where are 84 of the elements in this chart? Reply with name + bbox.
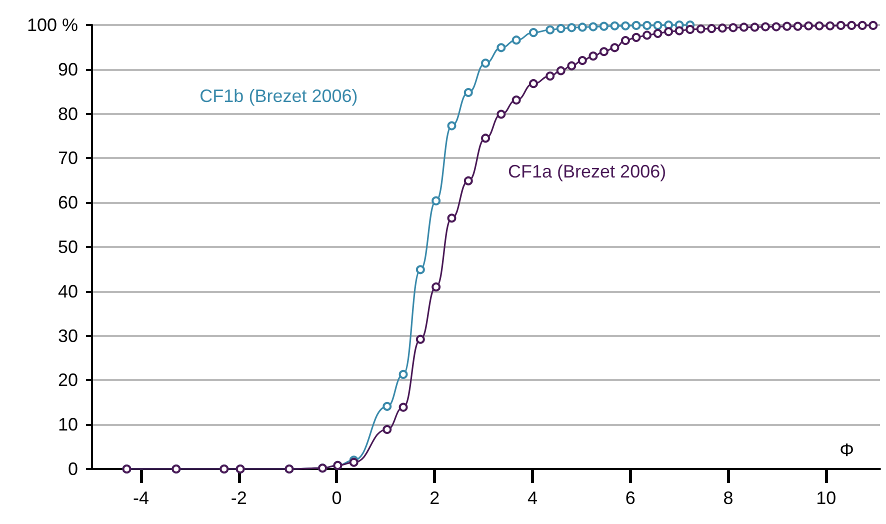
point [653, 20, 662, 30]
x-tick-label: 8 [723, 488, 734, 508]
x-tick-label: 2 [430, 488, 440, 508]
point [632, 20, 641, 30]
point [653, 28, 662, 38]
point [664, 27, 674, 36]
point [464, 88, 473, 97]
y-tick-label: 60 [58, 192, 78, 213]
point [847, 20, 856, 30]
point [814, 21, 824, 30]
y-tick-label: 20 [58, 370, 78, 390]
point [772, 22, 781, 32]
point [464, 176, 473, 186]
point [556, 24, 566, 34]
point [599, 22, 608, 31]
point [836, 20, 846, 30]
point [556, 66, 566, 76]
x-tick-label: 0 [332, 488, 342, 508]
point [567, 23, 576, 32]
point [739, 22, 748, 32]
x-tick-label: 4 [527, 488, 538, 508]
point [578, 22, 587, 32]
point [728, 23, 738, 32]
point [432, 282, 441, 292]
y-tick-label: 70 [58, 148, 78, 168]
point [512, 36, 521, 45]
x-tick-label: -2 [230, 488, 247, 508]
point [868, 20, 878, 30]
x-tick-label: -4 [132, 488, 149, 508]
point [632, 32, 641, 42]
point [416, 334, 425, 344]
point [546, 25, 555, 34]
point [707, 24, 716, 34]
point [567, 61, 576, 70]
series-label: CF1a (Brezet 2006) [508, 162, 666, 182]
y-tick-label: 90 [58, 59, 78, 80]
x-tick-label: 6 [625, 488, 636, 508]
point [588, 52, 598, 61]
y-tick-label: 80 [58, 104, 78, 124]
y-tick-label: 10 [58, 414, 78, 435]
point [599, 47, 608, 56]
point [610, 21, 620, 30]
point [782, 22, 792, 31]
y-tick-label: 30 [58, 326, 78, 346]
point [398, 402, 408, 412]
point [447, 121, 456, 130]
x-tick-label: 10 [816, 488, 836, 508]
point [686, 24, 695, 34]
point [588, 22, 598, 32]
point [578, 56, 587, 66]
point [621, 36, 630, 46]
point [528, 28, 538, 38]
y-tick-label: 50 [58, 237, 78, 257]
point [793, 22, 802, 31]
point [610, 43, 620, 52]
point [750, 22, 760, 32]
point [858, 20, 867, 30]
y-tick-label: 0 [68, 459, 78, 479]
point [804, 21, 814, 30]
point [621, 21, 630, 30]
point [447, 214, 456, 223]
point [382, 402, 392, 411]
point [496, 110, 506, 119]
point [481, 134, 490, 143]
point [642, 30, 652, 40]
point [496, 43, 506, 52]
point [382, 424, 392, 434]
point [718, 24, 727, 33]
y-tick-label: 40 [58, 281, 78, 302]
text: CF1b (Brezet 2006) [200, 86, 358, 106]
point [432, 196, 441, 206]
point [481, 58, 490, 68]
point [416, 265, 425, 274]
point [826, 21, 835, 30]
point [512, 96, 521, 105]
point [760, 22, 770, 32]
point [696, 24, 706, 34]
point [546, 72, 555, 81]
x-axis-title: Φ [840, 440, 854, 460]
point [674, 26, 684, 36]
point [642, 20, 652, 30]
point [398, 370, 408, 379]
point [528, 79, 538, 88]
y-tick-label: 100 % [26, 15, 78, 35]
